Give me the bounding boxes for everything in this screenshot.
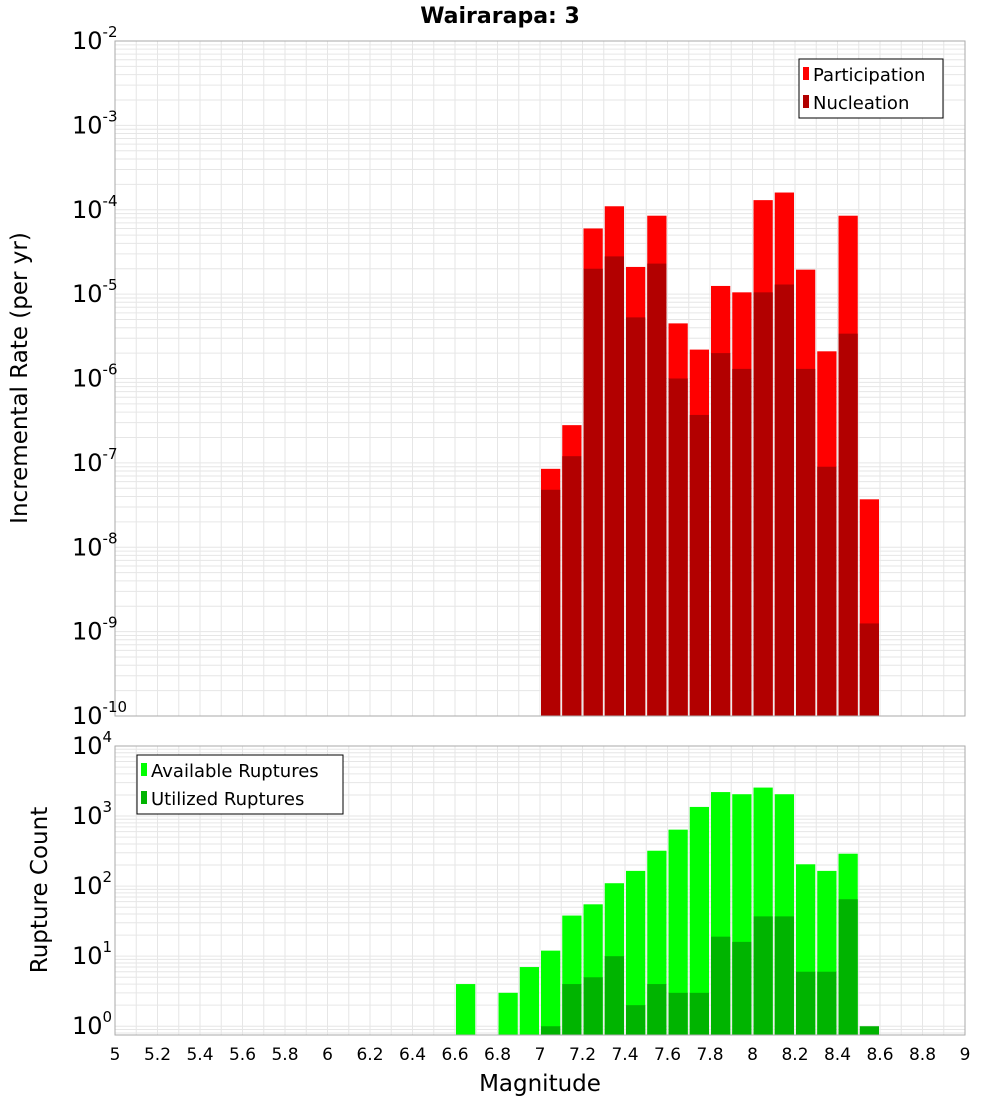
bottom-frame <box>114 745 966 1036</box>
x-tick-label: 8.4 <box>824 1045 851 1065</box>
bar <box>732 368 752 716</box>
top-y-tick-label: 10-8 <box>72 529 118 561</box>
bar <box>647 984 667 1035</box>
x-tick-label: 8 <box>747 1045 758 1065</box>
bar <box>519 967 539 1035</box>
bar <box>541 489 561 716</box>
x-tick-label: 6.6 <box>441 1045 468 1065</box>
top-y-axis-label: Incremental Rate (per yr) <box>7 232 33 524</box>
bar <box>604 956 624 1035</box>
bar <box>689 806 709 1035</box>
bar <box>583 268 603 716</box>
x-tick-label: 8.2 <box>781 1045 808 1065</box>
top-y-tick-label: 10-9 <box>72 614 118 646</box>
top-y-tick-label: 10-6 <box>72 361 118 393</box>
x-tick-label: 8.8 <box>909 1045 936 1065</box>
x-tick-label: 5.6 <box>229 1045 256 1065</box>
top-panel: 10-2 10-3 10-4 10-5 10-6 10-7 10-8 10-9 10-10 Par… <box>72 23 966 730</box>
top-legend: Participation Nucleation <box>798 58 944 119</box>
bar <box>583 977 603 1035</box>
x-tick-label: 5.8 <box>271 1045 298 1065</box>
x-tick-label: 7.4 <box>611 1045 638 1065</box>
legend-swatch <box>141 791 147 804</box>
bar <box>838 899 858 1035</box>
top-y-tick-label: 10-2 <box>72 23 118 55</box>
x-tick-label: 5 <box>110 1045 121 1065</box>
legend-swatch <box>141 763 147 776</box>
x-tick-label: 5.2 <box>144 1045 171 1065</box>
x-tick-label: 6 <box>322 1045 333 1065</box>
bar <box>732 941 752 1035</box>
bar <box>689 992 709 1035</box>
bar <box>796 971 816 1035</box>
bar <box>711 936 731 1035</box>
chart-title: Wairarapa: 3 <box>420 4 580 29</box>
x-tick-label: 8.6 <box>866 1045 893 1065</box>
bar <box>541 1026 561 1035</box>
legend-box <box>136 754 344 815</box>
x-tick-label: 6.4 <box>399 1045 426 1065</box>
bar <box>456 984 476 1035</box>
bar <box>859 1026 879 1035</box>
legend-label: Nucleation <box>813 93 909 114</box>
bar <box>541 950 561 1035</box>
top-gridlines <box>114 40 966 717</box>
x-tick-label: 7.2 <box>569 1045 596 1065</box>
bottom-y-axis-label: Rupture Count <box>27 807 53 973</box>
bar <box>626 1005 646 1035</box>
bar <box>689 414 709 716</box>
x-tick-label: 7.8 <box>696 1045 723 1065</box>
bar <box>796 368 816 716</box>
x-tick-label: 6.2 <box>356 1045 383 1065</box>
bar <box>774 916 794 1035</box>
legend-swatch <box>803 67 809 80</box>
bottom-series-front <box>541 899 879 1035</box>
bar <box>498 992 518 1035</box>
bottom-y-tick-label: 102 <box>72 868 112 900</box>
bottom-panel: 104 103 102 101 100 Available Ruptures Utilize… <box>72 728 966 1040</box>
bar <box>668 378 688 716</box>
bottom-y-tick-label: 101 <box>72 938 112 970</box>
bottom-y-tick-label: 104 <box>72 728 112 760</box>
top-y-tick-label: 10-10 <box>72 698 127 730</box>
bottom-y-tick-label: 100 <box>72 1008 112 1040</box>
bottom-y-tick-label: 103 <box>72 798 112 830</box>
bar <box>647 263 667 716</box>
x-axis-label: Magnitude <box>479 1071 601 1097</box>
top-y-tick-label: 10-7 <box>72 445 118 477</box>
bar <box>711 353 731 716</box>
legend-label: Utilized Ruptures <box>151 789 304 810</box>
legend-label: Participation <box>813 65 925 86</box>
x-tick-label: 7.6 <box>654 1045 681 1065</box>
bar <box>626 870 646 1035</box>
x-tick-label: 7 <box>535 1045 546 1065</box>
legend-swatch <box>803 95 809 108</box>
bar <box>817 466 837 716</box>
bar <box>562 456 582 716</box>
top-y-tick-label: 10-4 <box>72 192 118 224</box>
top-frame <box>114 40 966 717</box>
top-series-front <box>541 256 879 716</box>
x-axis-ticks: 5 5.2 5.4 5.6 5.8 6 6.2 6.4 6.6 6.8 7 7.2 7.4 7.6 7.8 8… <box>110 1045 971 1065</box>
legend-box <box>798 58 944 119</box>
x-tick-label: 5.4 <box>186 1045 213 1065</box>
x-tick-label: 9 <box>960 1045 971 1065</box>
bar <box>668 829 688 1035</box>
legend-label: Available Ruptures <box>151 761 319 782</box>
bar <box>859 623 879 716</box>
bar <box>774 284 794 716</box>
bar <box>753 292 773 716</box>
bar <box>817 971 837 1035</box>
top-y-tick-label: 10-5 <box>72 276 118 308</box>
bar <box>562 984 582 1035</box>
bottom-legend: Available Ruptures Utilized Ruptures <box>136 754 344 815</box>
x-tick-label: 6.8 <box>484 1045 511 1065</box>
bar <box>604 256 624 716</box>
top-y-tick-label: 10-3 <box>72 107 118 139</box>
bar <box>838 333 858 716</box>
bar <box>753 916 773 1035</box>
bar <box>668 992 688 1035</box>
bar <box>626 317 646 716</box>
